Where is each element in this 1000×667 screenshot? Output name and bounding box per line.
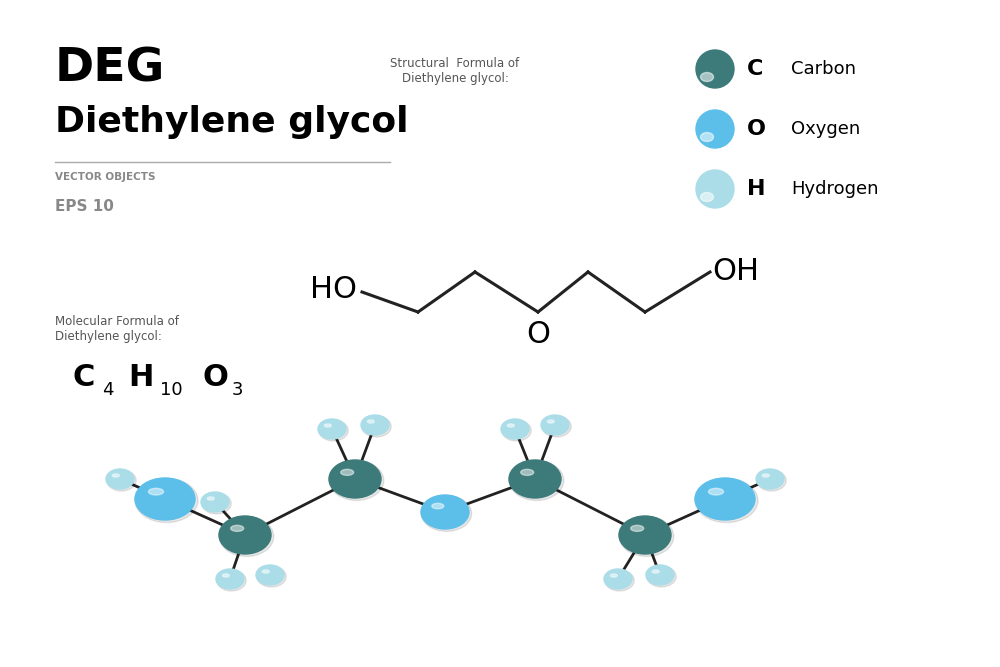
Ellipse shape xyxy=(362,416,391,437)
Ellipse shape xyxy=(329,460,381,498)
Ellipse shape xyxy=(432,504,444,509)
Ellipse shape xyxy=(262,570,269,573)
Ellipse shape xyxy=(509,460,561,498)
Ellipse shape xyxy=(148,488,163,495)
Text: 3: 3 xyxy=(232,381,244,399)
Ellipse shape xyxy=(106,469,134,489)
Text: 4: 4 xyxy=(102,381,114,399)
Ellipse shape xyxy=(324,424,331,427)
Ellipse shape xyxy=(501,419,529,439)
Ellipse shape xyxy=(547,420,554,423)
Ellipse shape xyxy=(708,488,724,495)
Text: Hydrogen: Hydrogen xyxy=(791,180,879,198)
Ellipse shape xyxy=(646,565,674,585)
Ellipse shape xyxy=(201,492,229,512)
Ellipse shape xyxy=(257,566,286,587)
Ellipse shape xyxy=(700,133,714,141)
Ellipse shape xyxy=(319,420,348,441)
Ellipse shape xyxy=(367,420,374,423)
Ellipse shape xyxy=(222,574,229,577)
Ellipse shape xyxy=(700,193,714,201)
Ellipse shape xyxy=(231,526,244,532)
Ellipse shape xyxy=(647,566,676,587)
Text: O: O xyxy=(526,319,550,348)
Ellipse shape xyxy=(619,516,674,556)
Ellipse shape xyxy=(762,474,769,477)
Ellipse shape xyxy=(219,516,271,554)
Ellipse shape xyxy=(756,469,784,489)
Ellipse shape xyxy=(542,416,571,437)
Text: O: O xyxy=(747,119,766,139)
Ellipse shape xyxy=(507,424,514,427)
Ellipse shape xyxy=(541,415,569,435)
Ellipse shape xyxy=(135,478,198,522)
Ellipse shape xyxy=(631,526,644,532)
Text: Oxygen: Oxygen xyxy=(791,120,860,138)
Ellipse shape xyxy=(700,73,714,81)
Ellipse shape xyxy=(509,460,564,500)
Ellipse shape xyxy=(318,419,346,439)
Ellipse shape xyxy=(757,470,786,491)
Text: Molecular Formula of
Diethylene glycol:: Molecular Formula of Diethylene glycol: xyxy=(55,315,179,343)
Ellipse shape xyxy=(216,569,244,589)
Ellipse shape xyxy=(696,110,734,148)
Ellipse shape xyxy=(695,478,755,520)
Ellipse shape xyxy=(421,496,472,532)
Ellipse shape xyxy=(329,460,384,500)
Text: VECTOR OBJECTS: VECTOR OBJECTS xyxy=(55,172,156,182)
Ellipse shape xyxy=(341,470,354,476)
Ellipse shape xyxy=(207,497,214,500)
Text: 10: 10 xyxy=(160,381,183,399)
Ellipse shape xyxy=(107,470,136,491)
Text: O: O xyxy=(202,362,228,392)
Text: EPS 10: EPS 10 xyxy=(55,199,114,214)
Ellipse shape xyxy=(421,495,469,529)
Ellipse shape xyxy=(652,570,659,573)
Ellipse shape xyxy=(696,50,734,88)
Ellipse shape xyxy=(112,474,119,477)
Ellipse shape xyxy=(521,470,534,476)
Text: H: H xyxy=(128,362,153,392)
Ellipse shape xyxy=(695,478,758,522)
Text: HO: HO xyxy=(310,275,357,305)
Ellipse shape xyxy=(256,565,284,585)
Text: Diethylene glycol: Diethylene glycol xyxy=(55,105,409,139)
Ellipse shape xyxy=(619,516,671,554)
Ellipse shape xyxy=(219,516,274,556)
Ellipse shape xyxy=(202,493,231,514)
Ellipse shape xyxy=(135,478,195,520)
Ellipse shape xyxy=(610,574,617,577)
Text: DEG: DEG xyxy=(55,47,165,92)
Text: H: H xyxy=(747,179,766,199)
Text: C: C xyxy=(747,59,763,79)
Ellipse shape xyxy=(604,569,632,589)
Ellipse shape xyxy=(361,415,389,435)
Text: C: C xyxy=(72,362,94,392)
Text: OH: OH xyxy=(712,257,759,287)
Ellipse shape xyxy=(605,570,634,591)
Text: Structural  Formula of
Diethylene glycol:: Structural Formula of Diethylene glycol: xyxy=(390,57,520,85)
Text: Carbon: Carbon xyxy=(791,60,856,78)
Ellipse shape xyxy=(696,170,734,208)
Ellipse shape xyxy=(502,420,531,441)
Ellipse shape xyxy=(217,570,246,591)
